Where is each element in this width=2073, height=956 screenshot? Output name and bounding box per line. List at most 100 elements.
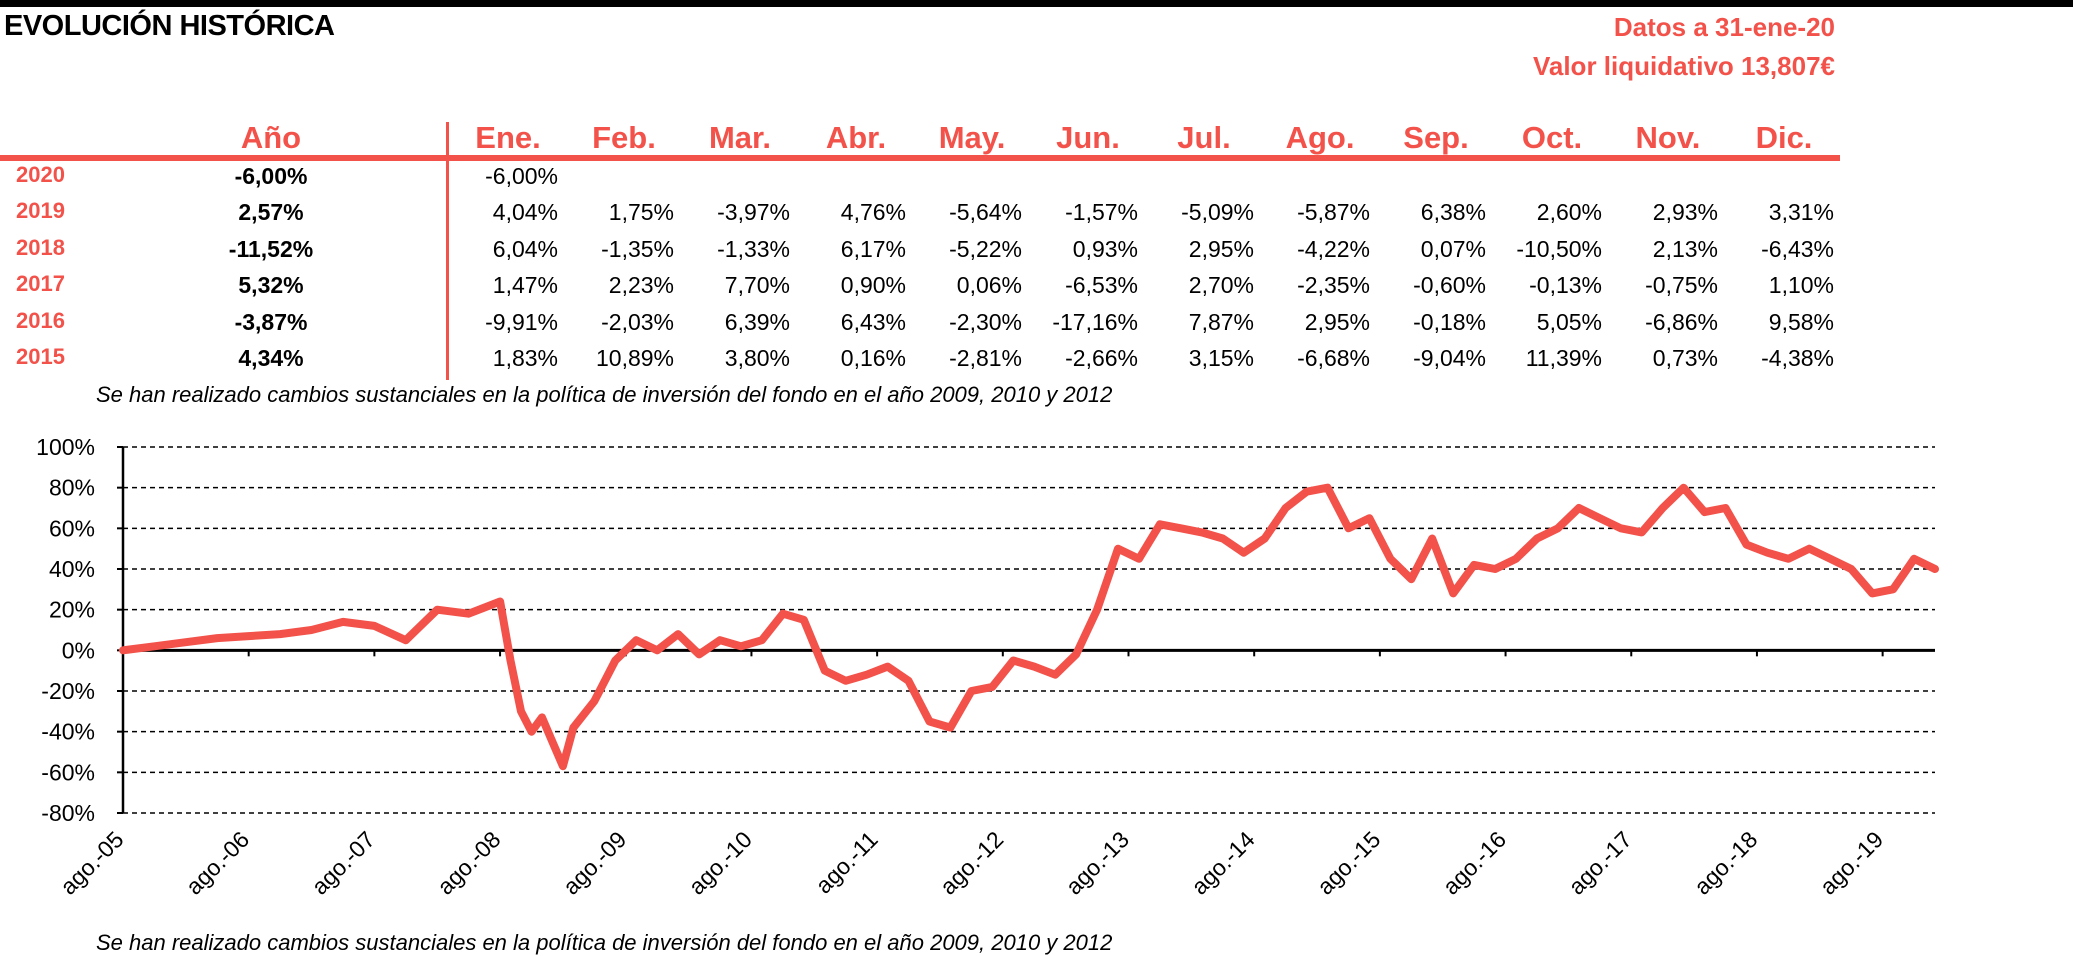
monthly-return-cell: -6,68% xyxy=(1297,345,1370,371)
monthly-return-cell: -6,53% xyxy=(1065,272,1138,298)
month-header: Ene. xyxy=(475,120,541,155)
monthly-return-cell: 2,70% xyxy=(1188,272,1254,298)
data-point xyxy=(1198,528,1206,536)
monthly-return-cell: 0,93% xyxy=(1072,236,1138,262)
monthly-return-cell: 3,80% xyxy=(724,345,790,371)
row-year: 2019 xyxy=(16,198,65,223)
month-header: Ago. xyxy=(1285,120,1355,155)
monthly-return-cell: -1,33% xyxy=(717,236,790,262)
monthly-return-cell: 0,73% xyxy=(1652,345,1718,371)
monthly-return-cell: -4,38% xyxy=(1761,345,1834,371)
month-header: Oct. xyxy=(1521,120,1583,155)
x-tick-label: ago.-19 xyxy=(1815,826,1889,900)
row-annual-return: 4,34% xyxy=(238,345,304,371)
monthly-return-cell: -6,00% xyxy=(485,163,558,189)
monthly-return-cell: 6,17% xyxy=(840,236,906,262)
monthly-return-cell: 6,39% xyxy=(724,309,790,335)
monthly-return-cell: 7,70% xyxy=(724,272,790,298)
data-point xyxy=(339,618,347,626)
monthly-return-cell: -2,35% xyxy=(1297,272,1370,298)
y-tick-label: -40% xyxy=(41,719,95,745)
monthly-return-cell: -10,50% xyxy=(1516,236,1602,262)
data-point xyxy=(1889,585,1897,593)
data-point xyxy=(716,636,724,644)
x-tick-label: ago.-17 xyxy=(1563,826,1637,900)
data-point xyxy=(1156,520,1164,528)
x-tick-label: ago.-08 xyxy=(432,826,506,900)
data-point xyxy=(779,610,787,618)
policy-note-bottom: Se han realizado cambios sustanciales en… xyxy=(96,930,1113,955)
y-tick-label: 100% xyxy=(36,434,95,460)
row-annual-return: 5,32% xyxy=(238,272,304,298)
column-divider xyxy=(446,122,449,380)
month-header: Nov. xyxy=(1635,120,1701,155)
x-tick-label: ago.-18 xyxy=(1689,826,1763,900)
nav-label: Valor liquidativo 13,807€ xyxy=(1532,51,1835,81)
data-point xyxy=(1345,524,1352,532)
data-point xyxy=(1177,524,1185,532)
data-point xyxy=(863,671,871,679)
data-point xyxy=(1659,504,1667,512)
monthly-return-cell: -2,30% xyxy=(949,309,1022,335)
data-point xyxy=(538,713,546,721)
x-tick-label: ago.-14 xyxy=(1186,826,1260,900)
policy-note: Se han realizado cambios sustanciales en… xyxy=(96,382,1113,407)
monthly-return-cell: 2,93% xyxy=(1652,199,1718,225)
data-point xyxy=(1324,484,1331,492)
data-point xyxy=(1407,575,1415,583)
x-tick-label: ago.-13 xyxy=(1060,826,1134,900)
data-point xyxy=(821,667,829,675)
monthly-return-cell: 6,43% xyxy=(840,309,906,335)
data-point xyxy=(1240,549,1248,557)
monthly-return-cell: 10,89% xyxy=(595,345,674,371)
data-point xyxy=(842,677,850,685)
y-tick-label: 80% xyxy=(49,475,95,501)
data-point xyxy=(150,642,158,650)
monthly-return-cell: 3,31% xyxy=(1768,199,1834,225)
y-tick-label: 0% xyxy=(62,637,95,663)
monthly-return-cell: 11,39% xyxy=(1525,345,1602,371)
data-point xyxy=(1743,541,1750,549)
monthly-return-cell: 6,38% xyxy=(1420,199,1486,225)
data-point xyxy=(611,657,619,664)
month-header: Jun. xyxy=(1056,120,1120,155)
monthly-return-cell: 2,95% xyxy=(1188,236,1254,262)
data-point xyxy=(1072,650,1080,658)
performance-chart: 100%80%60%40%20%0%-20%-40%-60%-80%ago.-0… xyxy=(36,434,1939,900)
monthly-return-cell: 1,10% xyxy=(1768,272,1834,298)
data-point xyxy=(737,642,745,650)
page-title: EVOLUCIÓN HISTÓRICA xyxy=(4,10,335,42)
x-tick-label: ago.-07 xyxy=(306,826,380,900)
data-point xyxy=(884,663,892,671)
monthly-return-cell: 0,06% xyxy=(956,272,1022,298)
data-point xyxy=(695,650,703,658)
data-point xyxy=(569,724,577,732)
data-point xyxy=(528,728,535,736)
y-tick-label: -80% xyxy=(41,800,95,826)
row-year: 2020 xyxy=(16,162,65,187)
year-column-header: Año xyxy=(240,120,302,155)
monthly-return-cell: -9,04% xyxy=(1413,345,1486,371)
month-header: Jul. xyxy=(1177,120,1231,155)
date-label: Datos a 31-ene-20 xyxy=(1613,12,1835,42)
data-point xyxy=(905,677,912,685)
data-point xyxy=(1617,524,1625,532)
data-point xyxy=(800,616,808,624)
data-point xyxy=(1784,555,1792,563)
monthly-return-cell: -2,66% xyxy=(1065,345,1138,371)
monthly-return-cell: -5,22% xyxy=(949,236,1022,262)
monthly-return-cell: 4,76% xyxy=(840,199,906,225)
data-point xyxy=(946,724,954,732)
monthly-return-cell: -0,13% xyxy=(1529,272,1602,298)
data-point xyxy=(182,638,190,646)
data-point xyxy=(1470,561,1478,569)
monthly-return-cell: -5,64% xyxy=(949,199,1022,225)
data-point xyxy=(926,718,933,725)
x-tick-label: ago.-15 xyxy=(1312,826,1386,900)
data-point xyxy=(370,622,378,630)
y-tick-label: -20% xyxy=(41,678,95,704)
data-point xyxy=(653,646,661,654)
month-header: Abr. xyxy=(825,120,887,155)
data-point xyxy=(590,697,598,705)
data-point xyxy=(1051,671,1059,679)
